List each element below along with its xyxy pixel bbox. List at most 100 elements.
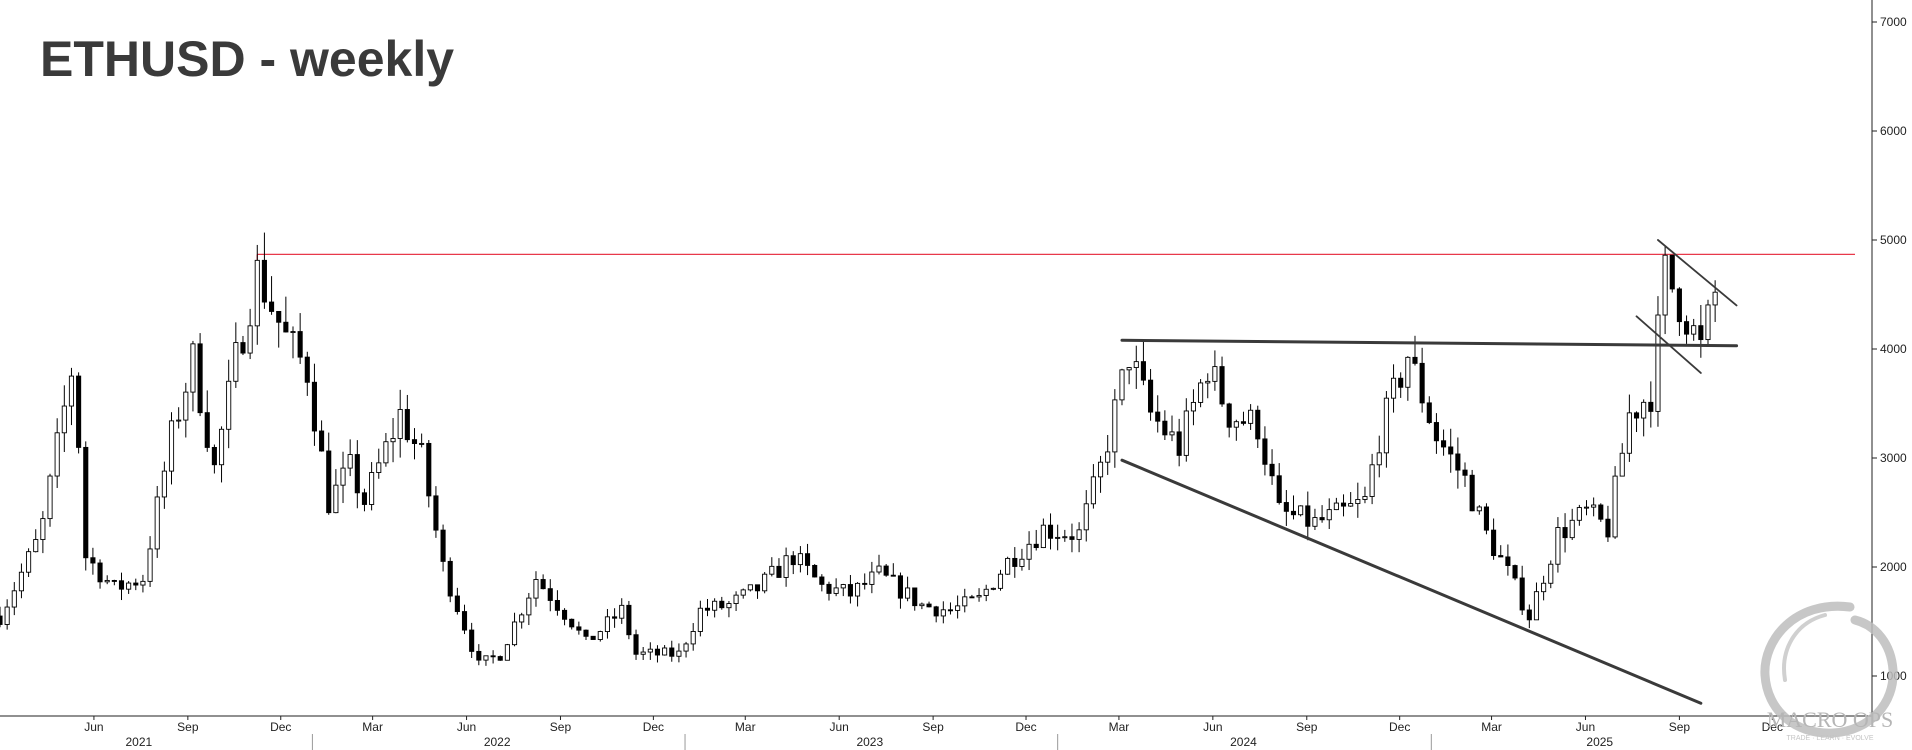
candle-body bbox=[1176, 431, 1182, 456]
candle-down bbox=[1283, 490, 1289, 526]
candle-body bbox=[1105, 451, 1111, 463]
candle-body bbox=[1505, 556, 1511, 566]
candle-down bbox=[354, 440, 360, 509]
candle-body bbox=[1112, 399, 1118, 453]
candle-down bbox=[90, 547, 96, 575]
candle-body bbox=[1419, 362, 1425, 404]
candle-body bbox=[1269, 463, 1275, 477]
candle-down bbox=[204, 390, 210, 452]
candle-body bbox=[454, 595, 460, 613]
candle-body bbox=[1483, 506, 1490, 531]
candle-body bbox=[126, 582, 132, 590]
candle-up bbox=[769, 557, 775, 577]
candle-up bbox=[1248, 404, 1254, 430]
candle-body bbox=[1619, 452, 1625, 477]
candle-down bbox=[97, 559, 103, 589]
candle-body bbox=[1512, 565, 1518, 579]
candle-body bbox=[433, 495, 439, 531]
chart-title: ETHUSD - weekly bbox=[40, 31, 455, 87]
y-tick-label: 7000 bbox=[1880, 15, 1907, 29]
watermark-subtext: TRADE · LEARN · EVOLVE bbox=[1786, 735, 1873, 742]
candle-body bbox=[511, 621, 518, 646]
candle-up bbox=[1026, 531, 1032, 571]
candle-body bbox=[1155, 411, 1161, 422]
macro-ops-logo: MACRO OPS TRADE · LEARN · EVOLVE bbox=[1760, 601, 1898, 742]
y-tick-label: 2000 bbox=[1880, 560, 1907, 574]
candle-body bbox=[690, 631, 696, 645]
candle-body bbox=[590, 635, 596, 640]
candle-down bbox=[1176, 418, 1182, 467]
candle-body bbox=[61, 405, 67, 434]
candle-up bbox=[526, 592, 532, 626]
candle-body bbox=[776, 565, 782, 578]
candle-down bbox=[1519, 565, 1525, 615]
candle-body bbox=[997, 573, 1004, 589]
candle-up bbox=[1183, 398, 1189, 462]
candle-body bbox=[1033, 543, 1039, 549]
candle-up bbox=[369, 462, 375, 511]
candle-body bbox=[1305, 505, 1311, 527]
candle-down bbox=[826, 581, 832, 601]
candle-body bbox=[640, 651, 646, 655]
candle-up bbox=[1383, 391, 1389, 468]
candle-body bbox=[962, 596, 968, 607]
candle-up bbox=[340, 451, 346, 504]
candle-up bbox=[1097, 455, 1104, 493]
candle-body bbox=[1340, 502, 1347, 507]
candle-body bbox=[554, 600, 560, 611]
candle-body bbox=[983, 588, 989, 596]
candle-body bbox=[83, 446, 89, 559]
candle-up bbox=[1541, 575, 1547, 601]
candle-body bbox=[726, 603, 732, 609]
candle-down bbox=[612, 608, 618, 628]
candle-down bbox=[1526, 604, 1532, 629]
candle-up bbox=[783, 547, 789, 587]
candle-down bbox=[118, 572, 125, 601]
candle-body bbox=[1283, 502, 1289, 512]
candle-down bbox=[654, 645, 661, 663]
candle-body bbox=[1683, 321, 1690, 335]
candle-body bbox=[283, 321, 289, 333]
x-tick-label: Dec bbox=[1389, 720, 1410, 734]
candle-up bbox=[726, 601, 732, 618]
candle-up bbox=[61, 385, 67, 452]
candle-up bbox=[712, 598, 718, 618]
candle-up bbox=[376, 448, 382, 479]
candle-down bbox=[626, 600, 632, 640]
candle-down bbox=[133, 578, 139, 591]
candle-up bbox=[1655, 296, 1661, 427]
candle-up bbox=[1198, 379, 1204, 408]
candle-down bbox=[1455, 437, 1461, 489]
x-tick-label: Sep bbox=[550, 720, 572, 734]
candle-up bbox=[1105, 435, 1111, 475]
candle-up bbox=[1390, 364, 1397, 413]
candle-up bbox=[1312, 508, 1318, 531]
candle-down bbox=[1319, 505, 1325, 523]
candle-body bbox=[990, 587, 996, 590]
candle-up bbox=[990, 587, 996, 591]
candle-body bbox=[1355, 499, 1361, 505]
candle-up bbox=[1641, 399, 1647, 437]
candle-body bbox=[905, 587, 911, 599]
candle-up bbox=[218, 426, 225, 483]
candle-body bbox=[840, 584, 846, 589]
candle-up bbox=[740, 588, 746, 599]
candle-body bbox=[669, 647, 675, 657]
candle-down bbox=[547, 579, 553, 612]
candle-up bbox=[1055, 524, 1061, 551]
candle-body bbox=[1462, 469, 1468, 476]
candle-body bbox=[633, 634, 639, 655]
candle-body bbox=[497, 656, 503, 661]
candle-body bbox=[183, 391, 189, 421]
year-label: 2022 bbox=[484, 735, 511, 749]
candle-body bbox=[869, 571, 875, 585]
x-tick-label: Sep bbox=[1669, 720, 1691, 734]
candle-down bbox=[1033, 529, 1039, 551]
candle-body bbox=[654, 648, 661, 656]
candle-down bbox=[304, 351, 310, 396]
candle-body bbox=[540, 579, 546, 590]
candle-body bbox=[1333, 502, 1339, 511]
candle-body bbox=[1348, 503, 1354, 507]
candle-body bbox=[597, 631, 603, 640]
candle-down bbox=[897, 572, 903, 609]
